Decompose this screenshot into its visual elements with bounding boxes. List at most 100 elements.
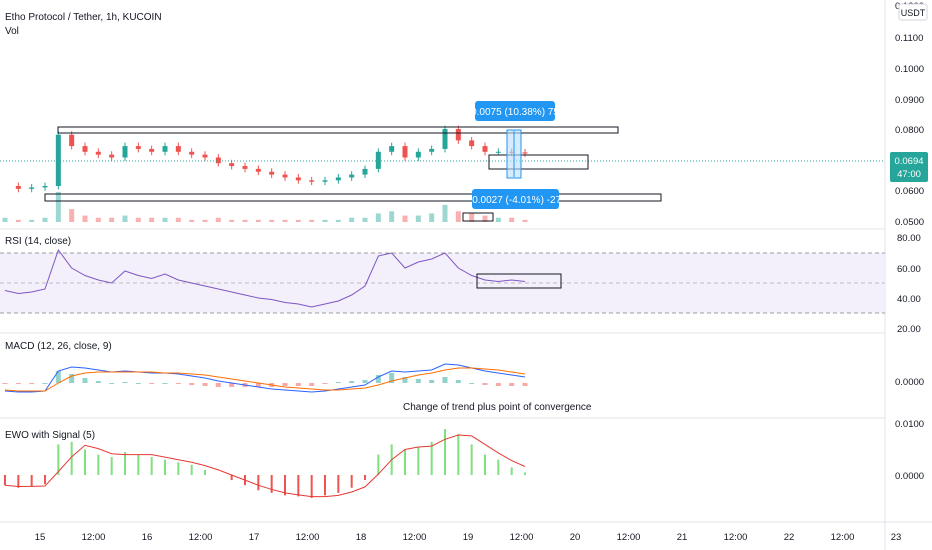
volume-bar (389, 211, 395, 222)
macd-histogram-bar (402, 377, 408, 383)
candle-body (295, 177, 301, 181)
macd-histogram-bar (469, 383, 475, 384)
candle-body (429, 148, 435, 152)
macd-title[interactable]: MACD (12, 26, close, 9) (5, 341, 112, 352)
macd-tick: 0.0000 (895, 377, 924, 388)
candle-body (389, 146, 395, 152)
candle-body (215, 157, 221, 164)
macd-histogram-bar (15, 383, 21, 384)
consolidation-rectangle[interactable] (488, 154, 589, 170)
candle-body (162, 146, 168, 152)
measure-down-label: -0.0027 (-4.01%) -27 (469, 195, 562, 206)
price-axis[interactable]: 0.1200 0.1100 0.1000 0.0900 0.0800 0.060… (895, 1, 924, 228)
candle-body (402, 146, 408, 158)
macd-histogram-bar (389, 373, 395, 383)
macd-histogram-bar (442, 377, 448, 383)
candle-body (495, 151, 501, 153)
volume-bar (269, 219, 275, 222)
rsi-rectangle[interactable] (476, 273, 562, 289)
candle-body (122, 146, 128, 158)
price-tick: 0.0600 (895, 186, 924, 197)
volume-bar (482, 215, 488, 222)
volume-bar (349, 217, 355, 222)
macd-histogram-bar (349, 381, 355, 383)
candle-body (69, 134, 75, 147)
macd-histogram-bar (95, 381, 101, 383)
rsi-tick: 60.00 (897, 264, 921, 275)
macd-histogram-bar (335, 382, 341, 383)
time-tick: 18 (356, 532, 367, 543)
macd-histogram-bar (55, 371, 61, 383)
support-rectangle[interactable] (44, 193, 662, 202)
macd-histogram-bar (29, 383, 35, 384)
rsi-title[interactable]: RSI (14, close) (5, 236, 71, 247)
candle-body (135, 146, 141, 149)
macd-histogram-bar (309, 383, 315, 386)
rsi-axis[interactable]: 80.00 60.00 40.00 20.00 (897, 233, 921, 335)
measure-down-box (472, 189, 559, 209)
rsi-tick: 80.00 (897, 233, 921, 244)
candle-body (175, 146, 181, 152)
macd-histogram-bar (69, 374, 75, 383)
volume-bar (42, 217, 48, 222)
volume-bar (15, 219, 21, 222)
candle-body (255, 168, 261, 172)
macd-group (2, 363, 528, 393)
macd-histogram-bar (362, 380, 368, 383)
candle-body (442, 129, 448, 149)
volume-bar (242, 219, 248, 222)
candle-body (322, 180, 328, 182)
candle-body (269, 171, 275, 175)
volume-label[interactable]: Vol (5, 26, 19, 37)
measure-up-label: 0.0075 (10.38%) 75 (471, 107, 559, 118)
volume-bar (415, 215, 421, 222)
macd-histogram-bar (135, 383, 141, 384)
macd-histogram-bar (215, 383, 221, 387)
volume-bar (135, 217, 141, 222)
macd-histogram-bar (149, 383, 155, 384)
candle-body (242, 166, 248, 169)
volume-bar (322, 219, 328, 222)
macd-histogram-bar (282, 383, 288, 386)
time-axis[interactable]: 15 12:00 16 12:00 17 12:00 18 12:00 19 12:00 20 12:… (35, 532, 902, 543)
ewo-tick: 0.0000 (895, 471, 924, 482)
macd-histogram-bar (42, 383, 48, 384)
volume-bar (455, 211, 461, 222)
time-tick: 19 (463, 532, 474, 543)
currency-badge-box[interactable] (898, 3, 928, 21)
rsi-tick: 40.00 (897, 294, 921, 305)
time-tick: 12:00 (189, 532, 213, 543)
candle-body (522, 152, 528, 154)
currency-badge[interactable]: USDT (901, 8, 926, 18)
ewo-signal-line (4, 434, 526, 498)
candle-body (375, 151, 381, 169)
time-tick: 12:00 (403, 532, 427, 543)
current-price-label: 0.0694 (894, 156, 923, 167)
resistance-rectangle[interactable] (57, 126, 619, 134)
macd-histogram-bar (415, 379, 421, 383)
volume-bar (495, 217, 501, 222)
time-tick: 20 (570, 532, 581, 543)
macd-histogram-bar (229, 383, 235, 387)
price-tick: 0.0800 (895, 125, 924, 136)
ewo-title[interactable]: EWO with Signal (5) (5, 430, 95, 441)
time-tick: 12:00 (724, 532, 748, 543)
macd-histogram-bar (509, 383, 515, 386)
time-tick: 17 (249, 532, 260, 543)
volume-rectangle[interactable] (462, 212, 494, 222)
candles (15, 125, 528, 193)
candle-body (362, 168, 368, 175)
candle-body (349, 174, 355, 178)
macd-histogram-bar (455, 380, 461, 383)
ewo-group (4, 429, 526, 498)
rsi-line-group (4, 248, 526, 308)
macd-histogram-bar (2, 383, 8, 384)
volume-bar (375, 213, 381, 222)
symbol-title[interactable]: Etho Protocol / Tether, 1h, KUCOIN (5, 12, 162, 23)
volume-bar (175, 217, 181, 222)
time-tick: 12:00 (82, 532, 106, 543)
volume-bar (189, 219, 195, 222)
price-tick: 0.1000 (895, 64, 924, 75)
